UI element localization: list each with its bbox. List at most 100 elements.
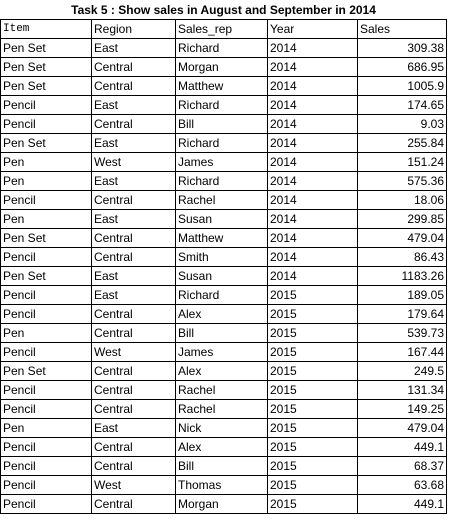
cell-item[interactable]: Pen Set xyxy=(0,57,92,77)
cell-item[interactable]: Pen Set xyxy=(0,38,92,58)
cell-year[interactable]: 2014 xyxy=(267,114,358,134)
cell-sales-rep[interactable]: Alex xyxy=(175,304,268,324)
cell-year[interactable]: 2015 xyxy=(267,380,358,400)
cell-item[interactable]: Pen Set xyxy=(0,76,92,96)
cell-item[interactable]: Pencil xyxy=(0,247,92,267)
cell-year[interactable]: 2015 xyxy=(267,323,358,343)
cell-item[interactable]: Pencil xyxy=(0,456,92,476)
cell-year[interactable]: 2014 xyxy=(267,76,358,96)
cell-region[interactable]: East xyxy=(91,418,176,438)
cell-year[interactable]: 2015 xyxy=(267,285,358,305)
cell-sales[interactable]: 174.65 xyxy=(357,95,448,115)
table-title[interactable]: Task 5 : Show sales in August and Septem… xyxy=(0,0,447,20)
cell-sales[interactable]: 18.06 xyxy=(357,190,448,210)
cell-sales-rep[interactable]: Bill xyxy=(175,114,268,134)
cell-region[interactable]: Central xyxy=(91,494,176,514)
cell-region[interactable]: Central xyxy=(91,437,176,457)
cell-item[interactable]: Pen Set xyxy=(0,228,92,248)
cell-sales[interactable]: 189.05 xyxy=(357,285,448,305)
cell-region[interactable]: Central xyxy=(91,190,176,210)
cell-year[interactable]: 2015 xyxy=(267,494,358,514)
cell-item[interactable]: Pen xyxy=(0,418,92,438)
cell-year[interactable]: 2014 xyxy=(267,133,358,153)
cell-sales-rep[interactable]: Alex xyxy=(175,437,268,457)
cell-sales-rep[interactable]: James xyxy=(175,342,268,362)
cell-sales-rep[interactable]: James xyxy=(175,152,268,172)
cell-sales-rep[interactable]: Richard xyxy=(175,285,268,305)
cell-year[interactable]: 2014 xyxy=(267,266,358,286)
cell-sales-rep[interactable]: Smith xyxy=(175,247,268,267)
cell-sales-rep[interactable]: Richard xyxy=(175,171,268,191)
cell-item[interactable]: Pencil xyxy=(0,342,92,362)
cell-item[interactable]: Pen Set xyxy=(0,133,92,153)
cell-item[interactable]: Pencil xyxy=(0,285,92,305)
cell-region[interactable]: Central xyxy=(91,399,176,419)
cell-sales[interactable]: 449.1 xyxy=(357,437,448,457)
cell-sales-rep[interactable]: Richard xyxy=(175,38,268,58)
cell-region[interactable]: East xyxy=(91,209,176,229)
cell-sales-rep[interactable]: Thomas xyxy=(175,475,268,495)
cell-sales-rep[interactable]: Matthew xyxy=(175,228,268,248)
cell-region[interactable]: East xyxy=(91,133,176,153)
cell-sales[interactable]: 686.95 xyxy=(357,57,448,77)
cell-sales-rep[interactable]: Bill xyxy=(175,456,268,476)
cell-sales[interactable]: 575.36 xyxy=(357,171,448,191)
cell-sales-rep[interactable]: Alex xyxy=(175,361,268,381)
cell-year[interactable]: 2015 xyxy=(267,456,358,476)
cell-region[interactable]: East xyxy=(91,38,176,58)
cell-year[interactable]: 2015 xyxy=(267,399,358,419)
cell-year[interactable]: 2015 xyxy=(267,437,358,457)
cell-year[interactable]: 2014 xyxy=(267,95,358,115)
cell-sales[interactable]: 299.85 xyxy=(357,209,448,229)
cell-region[interactable]: East xyxy=(91,266,176,286)
cell-item[interactable]: Pencil xyxy=(0,114,92,134)
cell-item[interactable]: Pencil xyxy=(0,399,92,419)
cell-year[interactable]: 2014 xyxy=(267,228,358,248)
cell-region[interactable]: Central xyxy=(91,361,176,381)
cell-sales[interactable]: 179.64 xyxy=(357,304,448,324)
cell-year[interactable]: 2015 xyxy=(267,342,358,362)
cell-region[interactable]: East xyxy=(91,285,176,305)
cell-region[interactable]: Central xyxy=(91,456,176,476)
cell-sales[interactable]: 167.44 xyxy=(357,342,448,362)
cell-year[interactable]: 2014 xyxy=(267,209,358,229)
cell-item[interactable]: Pencil xyxy=(0,380,92,400)
cell-item[interactable]: Pencil xyxy=(0,190,92,210)
cell-sales[interactable]: 479.04 xyxy=(357,418,448,438)
cell-sales[interactable]: 539.73 xyxy=(357,323,448,343)
cell-item[interactable]: Pencil xyxy=(0,475,92,495)
cell-item[interactable]: Pen xyxy=(0,152,92,172)
header-region[interactable]: Region xyxy=(91,19,176,39)
cell-year[interactable]: 2014 xyxy=(267,57,358,77)
header-sales-rep[interactable]: Sales_rep xyxy=(175,19,268,39)
cell-sales-rep[interactable]: Richard xyxy=(175,95,268,115)
cell-sales[interactable]: 249.5 xyxy=(357,361,448,381)
cell-sales[interactable]: 131.34 xyxy=(357,380,448,400)
cell-sales[interactable]: 479.04 xyxy=(357,228,448,248)
cell-region[interactable]: Central xyxy=(91,380,176,400)
cell-year[interactable]: 2015 xyxy=(267,418,358,438)
cell-sales[interactable]: 255.84 xyxy=(357,133,448,153)
cell-item[interactable]: Pen xyxy=(0,323,92,343)
cell-year[interactable]: 2014 xyxy=(267,152,358,172)
cell-sales-rep[interactable]: Bill xyxy=(175,323,268,343)
cell-region[interactable]: East xyxy=(91,95,176,115)
cell-region[interactable]: Central xyxy=(91,57,176,77)
cell-year[interactable]: 2015 xyxy=(267,475,358,495)
cell-item[interactable]: Pencil xyxy=(0,437,92,457)
cell-sales-rep[interactable]: Matthew xyxy=(175,76,268,96)
cell-sales-rep[interactable]: Susan xyxy=(175,266,268,286)
cell-sales[interactable]: 449.1 xyxy=(357,494,448,514)
header-year[interactable]: Year xyxy=(267,19,358,39)
cell-sales-rep[interactable]: Nick xyxy=(175,418,268,438)
cell-year[interactable]: 2014 xyxy=(267,171,358,191)
cell-item[interactable]: Pen xyxy=(0,171,92,191)
cell-sales[interactable]: 1005.9 xyxy=(357,76,448,96)
cell-sales-rep[interactable]: Morgan xyxy=(175,494,268,514)
cell-item[interactable]: Pen xyxy=(0,209,92,229)
cell-item[interactable]: Pen Set xyxy=(0,266,92,286)
cell-region[interactable]: West xyxy=(91,342,176,362)
cell-sales[interactable]: 151.24 xyxy=(357,152,448,172)
cell-item[interactable]: Pencil xyxy=(0,304,92,324)
cell-sales-rep[interactable]: Rachel xyxy=(175,399,268,419)
